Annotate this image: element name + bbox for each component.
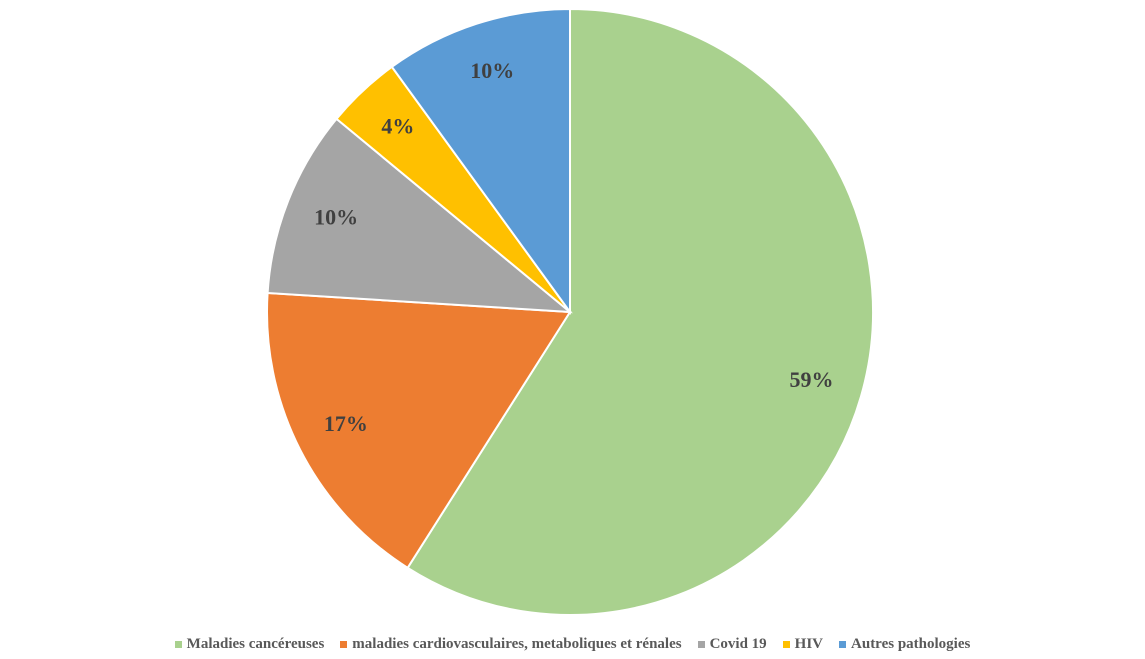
legend-item-autres-pathologies: Autres pathologies [839, 636, 970, 653]
legend: Maladies cancéreuses maladies cardiovascu… [0, 634, 1145, 654]
legend-swatch [782, 640, 790, 648]
legend-item-hiv: HIV [782, 635, 824, 653]
data-label-maladies-cancereuses: 59% [790, 367, 834, 392]
pie-slice-maladies-cancereuses [406, 7, 874, 616]
data-label-autres-pathologies: 10% [470, 58, 514, 83]
legend-item-maladies-cancereuses: Maladies cancéreuses [174, 635, 325, 653]
legend-swatch [839, 640, 847, 648]
data-label-covid-19: 10% [314, 204, 358, 229]
legend-swatch [340, 640, 348, 648]
legend-item-covid-19: Covid 19 [697, 635, 767, 653]
legend-item-maladies-cardiovasculaires-metaboliques-et-renales: maladies cardiovasculaires, metaboliques… [340, 635, 682, 653]
data-label-hiv: 4% [381, 114, 414, 139]
legend-label: Covid 19 [709, 635, 767, 652]
legend-label: Autres pathologies [851, 635, 971, 652]
pie-chart-svg: 59% 17% 10% 4% 10% [266, 7, 874, 616]
data-label-maladies-cardiovasculaires-metaboliques-et-renales: 17% [324, 411, 368, 436]
legend-swatch [697, 640, 705, 648]
legend-label: maladies cardiovasculaires, metaboliques… [352, 635, 682, 652]
pie-slice-covid-19 [266, 117, 574, 314]
legend-swatch [174, 640, 182, 648]
pie-slice-maladies-cardiovasculaires-metaboliques-et-renales [266, 291, 572, 570]
legend-label: Maladies cancéreuses [186, 635, 325, 652]
pie-slice-autres-pathologies [390, 7, 571, 316]
legend-label: HIV [794, 635, 824, 652]
